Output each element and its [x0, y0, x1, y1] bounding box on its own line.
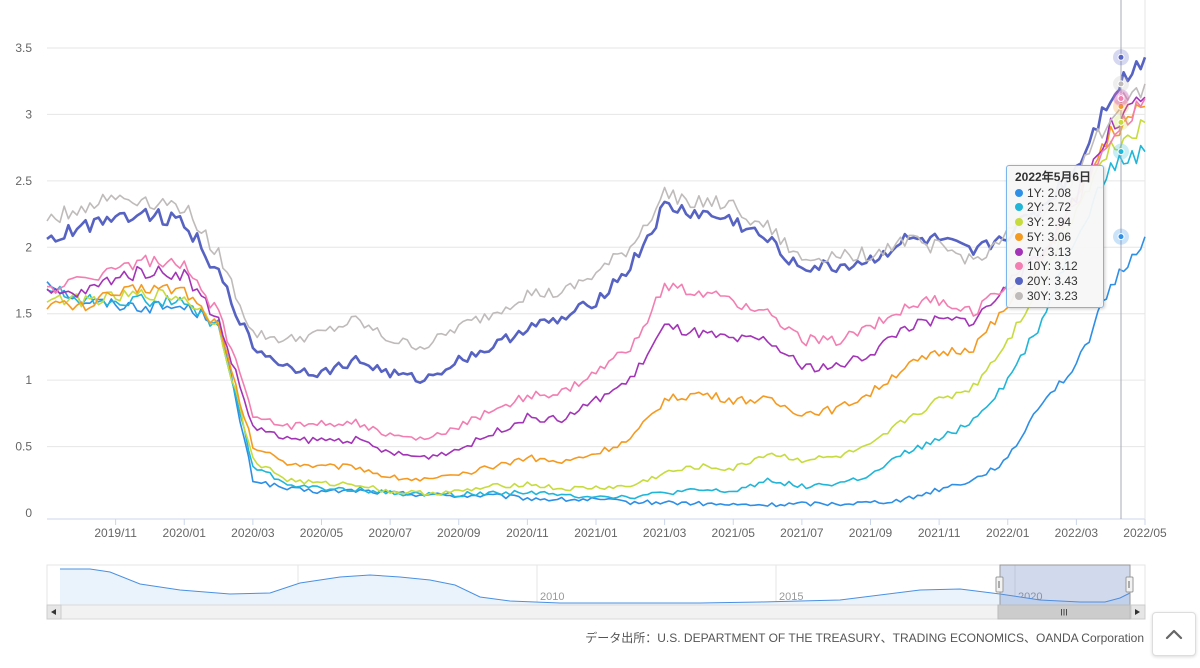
hover-marker-30y — [1117, 80, 1125, 88]
x-tick-label: 2021/03 — [643, 526, 687, 540]
tooltip-row: 10Y: 3.12 — [1015, 259, 1095, 274]
navigator-year-label: 2010 — [540, 591, 564, 603]
series-line-20y — [46, 56, 1147, 384]
y-tick-label: 2 — [25, 240, 32, 254]
legend-dot-icon — [1015, 188, 1023, 197]
legend-dot-icon — [1015, 247, 1023, 256]
tooltip-row: 20Y: 3.43 — [1015, 274, 1095, 289]
series-line-5y — [46, 103, 1146, 482]
tooltip-row: 2Y: 2.72 — [1015, 200, 1095, 215]
scrollbar-grip: III — [1060, 608, 1068, 618]
y-tick-label: 0.5 — [15, 440, 32, 454]
x-tick-label: 2021/09 — [849, 526, 893, 540]
y-gridlines — [47, 47, 1145, 448]
x-tick-label: 2020/07 — [368, 526, 412, 540]
y-tick-label: 1.5 — [15, 307, 32, 321]
series-line-10y — [46, 98, 1146, 441]
scroll-to-top-button[interactable] — [1152, 612, 1196, 656]
y-tick-label: 1 — [25, 373, 32, 387]
hover-marker-5y — [1117, 102, 1125, 110]
hover-markers — [1113, 49, 1129, 245]
scrollbar-track[interactable] — [46, 604, 1146, 620]
legend-dot-icon — [1015, 262, 1023, 271]
hover-marker-2y — [1117, 148, 1125, 156]
x-tick-label: 2020/05 — [300, 526, 344, 540]
series-line-30y — [46, 83, 1146, 351]
tooltip-row-label: 1Y: 2.08 — [1027, 185, 1072, 200]
data-source-note: データ出所：U.S. DEPARTMENT OF THE TREASURY、TR… — [585, 631, 1144, 645]
x-tick-label: 2020/03 — [231, 526, 275, 540]
scroll-left-arrow-icon — [51, 609, 56, 615]
x-tick-label: 2020/11 — [506, 526, 549, 540]
tooltip-rows: 1Y: 2.08 2Y: 2.72 3Y: 2.94 5Y: 3.06 7Y: 3.13… — [1015, 186, 1095, 304]
hover-marker-3y — [1117, 118, 1125, 126]
navigator-selected-range[interactable] — [999, 564, 1131, 606]
legend-dot-icon — [1015, 218, 1023, 227]
legend-dot-icon — [1015, 291, 1023, 300]
tooltip-row-label: 7Y: 3.13 — [1027, 244, 1072, 259]
y-tick-label: 3.5 — [15, 41, 32, 55]
chevron-up-icon — [1165, 629, 1183, 640]
hover-marker-10y — [1117, 94, 1125, 102]
tooltip-row: 30Y: 3.23 — [1015, 289, 1095, 304]
series-line-3y — [46, 119, 1146, 497]
legend-dot-icon — [1015, 203, 1023, 212]
x-tick-label: 2021/05 — [712, 526, 756, 540]
y-tick-label: 2.5 — [15, 174, 32, 188]
tooltip-row-label: 20Y: 3.43 — [1027, 273, 1078, 288]
x-tick-label: 2022/05 — [1123, 526, 1167, 540]
hover-marker-20y — [1117, 53, 1125, 61]
navigator[interactable]: 2005201020152020 — [46, 564, 1146, 606]
legend-dot-icon — [1015, 276, 1023, 285]
y-axis-tick-labels: 0 0.5 1 1.5 2 2.5 3 3.5 — [15, 41, 32, 520]
x-tick-label: 2022/01 — [986, 526, 1030, 540]
tooltip-row: 1Y: 2.08 — [1015, 186, 1095, 201]
x-axis-tick-labels: 2019/11 2020/01 2020/03 2020/05 2020/07 2020/… — [94, 519, 1167, 540]
x-tick-label: 2020/09 — [437, 526, 481, 540]
scroll-right-arrow-icon — [1135, 609, 1140, 615]
tooltip-row-label: 5Y: 3.06 — [1027, 229, 1072, 244]
x-tick-label: 2019/11 — [94, 526, 137, 540]
tooltip-row-label: 30Y: 3.23 — [1027, 288, 1078, 303]
x-tick-label: 2021/01 — [574, 526, 618, 540]
tooltip-row: 5Y: 3.06 — [1015, 230, 1095, 245]
x-tick-label: 2022/03 — [1055, 526, 1099, 540]
scrollbar[interactable]: III — [46, 604, 1146, 620]
tooltip-row: 7Y: 3.13 — [1015, 245, 1095, 260]
series-line-7y — [46, 96, 1146, 460]
tooltip-row-label: 10Y: 3.12 — [1027, 259, 1078, 274]
tooltip-row-label: 2Y: 2.72 — [1027, 200, 1072, 215]
x-tick-label: 2021/11 — [918, 526, 961, 540]
series-lines — [46, 56, 1147, 508]
y-tick-label: 3 — [25, 107, 32, 121]
hover-tooltip: 2022年5月6日 1Y: 2.08 2Y: 2.72 3Y: 2.94 5Y: 3.… — [1006, 165, 1104, 309]
navigator-line — [60, 568, 1131, 604]
hover-marker-1y — [1117, 233, 1125, 241]
x-tick-label: 2021/07 — [780, 526, 824, 540]
navigator-area — [60, 569, 1130, 605]
x-tick-label: 2020/01 — [163, 526, 207, 540]
tooltip-row-label: 3Y: 2.94 — [1027, 215, 1072, 230]
series-line-1y — [46, 236, 1146, 508]
y-tick-label: 0 — [25, 506, 32, 520]
scrollbar-thumb[interactable] — [997, 604, 1131, 620]
tooltip-row: 3Y: 2.94 — [1015, 215, 1095, 230]
navigator-year-label: 2015 — [779, 591, 803, 603]
legend-dot-icon — [1015, 232, 1023, 241]
tooltip-date: 2022年5月6日 — [1015, 170, 1092, 184]
